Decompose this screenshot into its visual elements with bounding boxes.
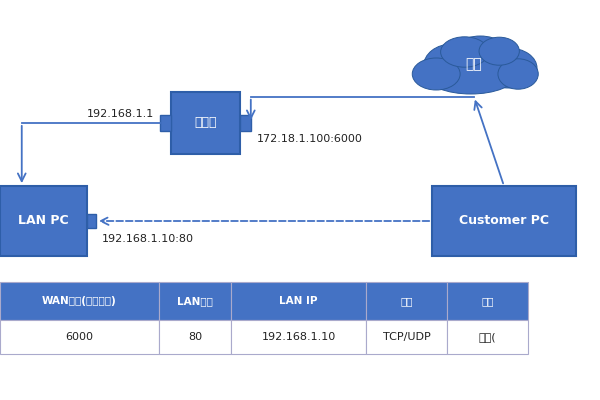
FancyBboxPatch shape xyxy=(366,282,447,320)
Ellipse shape xyxy=(440,37,488,67)
FancyBboxPatch shape xyxy=(0,320,159,354)
FancyBboxPatch shape xyxy=(366,320,447,354)
Text: 192.168.1.10: 192.168.1.10 xyxy=(262,332,335,342)
Text: LAN IP: LAN IP xyxy=(279,296,318,306)
FancyBboxPatch shape xyxy=(240,115,251,131)
FancyBboxPatch shape xyxy=(87,214,96,228)
FancyBboxPatch shape xyxy=(159,282,231,320)
Text: 状态: 状态 xyxy=(481,296,494,306)
Ellipse shape xyxy=(412,58,460,90)
FancyBboxPatch shape xyxy=(171,92,240,154)
FancyBboxPatch shape xyxy=(0,186,87,256)
FancyBboxPatch shape xyxy=(231,320,366,354)
Text: 192.168.1.10:80: 192.168.1.10:80 xyxy=(102,234,194,244)
Text: Customer PC: Customer PC xyxy=(459,214,549,228)
Ellipse shape xyxy=(427,58,515,94)
FancyBboxPatch shape xyxy=(159,320,231,354)
Text: 192.168.1.1: 192.168.1.1 xyxy=(87,109,154,119)
Ellipse shape xyxy=(479,37,520,65)
Ellipse shape xyxy=(448,36,513,84)
Text: 172.18.1.100:6000: 172.18.1.100:6000 xyxy=(257,134,362,144)
Text: LAN PC: LAN PC xyxy=(18,214,69,228)
Text: TCP/UDP: TCP/UDP xyxy=(383,332,430,342)
Text: 开启(: 开启( xyxy=(479,332,496,342)
FancyBboxPatch shape xyxy=(432,186,576,256)
Text: 协议: 协议 xyxy=(400,296,413,306)
Ellipse shape xyxy=(424,44,481,88)
Text: LAN端口: LAN端口 xyxy=(177,296,213,306)
FancyBboxPatch shape xyxy=(447,282,528,320)
Text: 6000: 6000 xyxy=(65,332,94,342)
FancyBboxPatch shape xyxy=(231,282,366,320)
Ellipse shape xyxy=(480,48,537,88)
FancyBboxPatch shape xyxy=(0,282,159,320)
FancyBboxPatch shape xyxy=(160,115,171,131)
Text: 路由器: 路由器 xyxy=(194,116,217,130)
FancyBboxPatch shape xyxy=(447,320,528,354)
Text: 80: 80 xyxy=(188,332,202,342)
Ellipse shape xyxy=(498,59,538,89)
Text: WAN端口(服务端口): WAN端口(服务端口) xyxy=(42,296,117,306)
Text: 公网: 公网 xyxy=(466,57,482,71)
